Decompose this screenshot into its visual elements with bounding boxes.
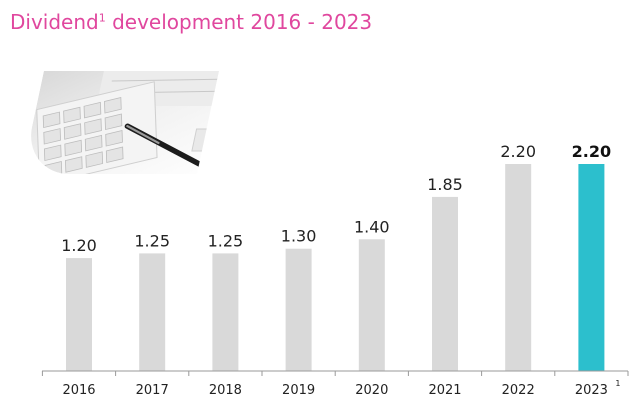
title-main: Dividend [10,10,99,34]
x-tick-label-2023: 2023 [575,383,608,398]
x-tick-label-2021: 2021 [428,383,461,398]
value-label-2018: 1.25 [208,231,244,250]
value-label-2017: 1.25 [134,231,170,250]
bar-2017 [139,253,166,371]
x-tick-label-2019: 2019 [282,383,315,398]
bar-2020 [358,239,385,371]
value-label-2021: 1.85 [427,175,463,194]
bar-2019 [285,248,312,371]
title-rest: development 2016 - 2023 [105,10,373,34]
calculator-and-pen-photo [22,71,219,174]
x-tick-label-2018: 2018 [209,383,242,398]
title-footnote-mark: 1 [98,11,106,25]
chart-title: Dividend1 development 2016 - 2023 [10,10,372,34]
x-tick-footnote-mark-2023: 1 [615,379,620,388]
bar-2022 [505,164,532,371]
value-label-2022: 2.20 [500,142,536,161]
bar-2023 [578,164,605,371]
x-tick-label-2022: 2022 [502,383,535,398]
value-label-2016: 1.20 [61,236,97,255]
x-tick-label-2016: 2016 [62,383,95,398]
value-label-2023: 2.20 [572,142,611,161]
value-label-2019: 1.30 [281,227,317,246]
bar-2021 [432,196,458,371]
bar-2018 [212,253,239,371]
x-tick-label-2020: 2020 [355,383,388,398]
value-label-2020: 1.40 [354,217,390,236]
bar-2016 [66,258,92,371]
x-tick-label-2017: 2017 [136,383,169,398]
